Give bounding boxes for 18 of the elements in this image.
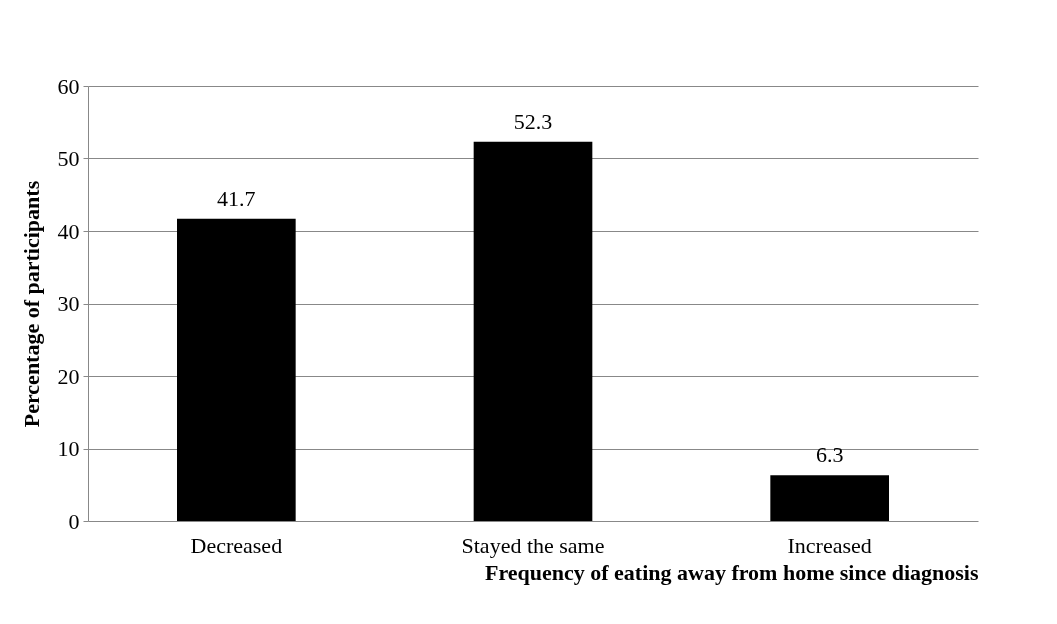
y-tick-label: 60 xyxy=(57,73,80,99)
x-tick-label: Increased xyxy=(787,532,872,558)
data-label: 41.7 xyxy=(217,185,256,211)
bar xyxy=(177,218,296,521)
data-label: 6.3 xyxy=(815,442,844,468)
y-tick-label: 40 xyxy=(57,218,80,244)
data-label: 52.3 xyxy=(513,108,553,134)
y-axis-title: Percentage of participants xyxy=(18,180,44,428)
y-tick-label: 10 xyxy=(57,436,80,461)
x-tick-label: Stayed the same xyxy=(461,532,605,558)
x-tick-label: Decreased xyxy=(190,532,283,558)
y-tick-label: 50 xyxy=(57,146,80,171)
bar xyxy=(473,141,593,521)
y-tick-label: 20 xyxy=(57,363,80,389)
y-tick-label: 30 xyxy=(57,291,80,316)
bar xyxy=(770,475,889,521)
x-axis-title: Frequency of eating away from home since diagnosis xyxy=(484,559,979,585)
y-tick-label: 0 xyxy=(68,508,80,534)
